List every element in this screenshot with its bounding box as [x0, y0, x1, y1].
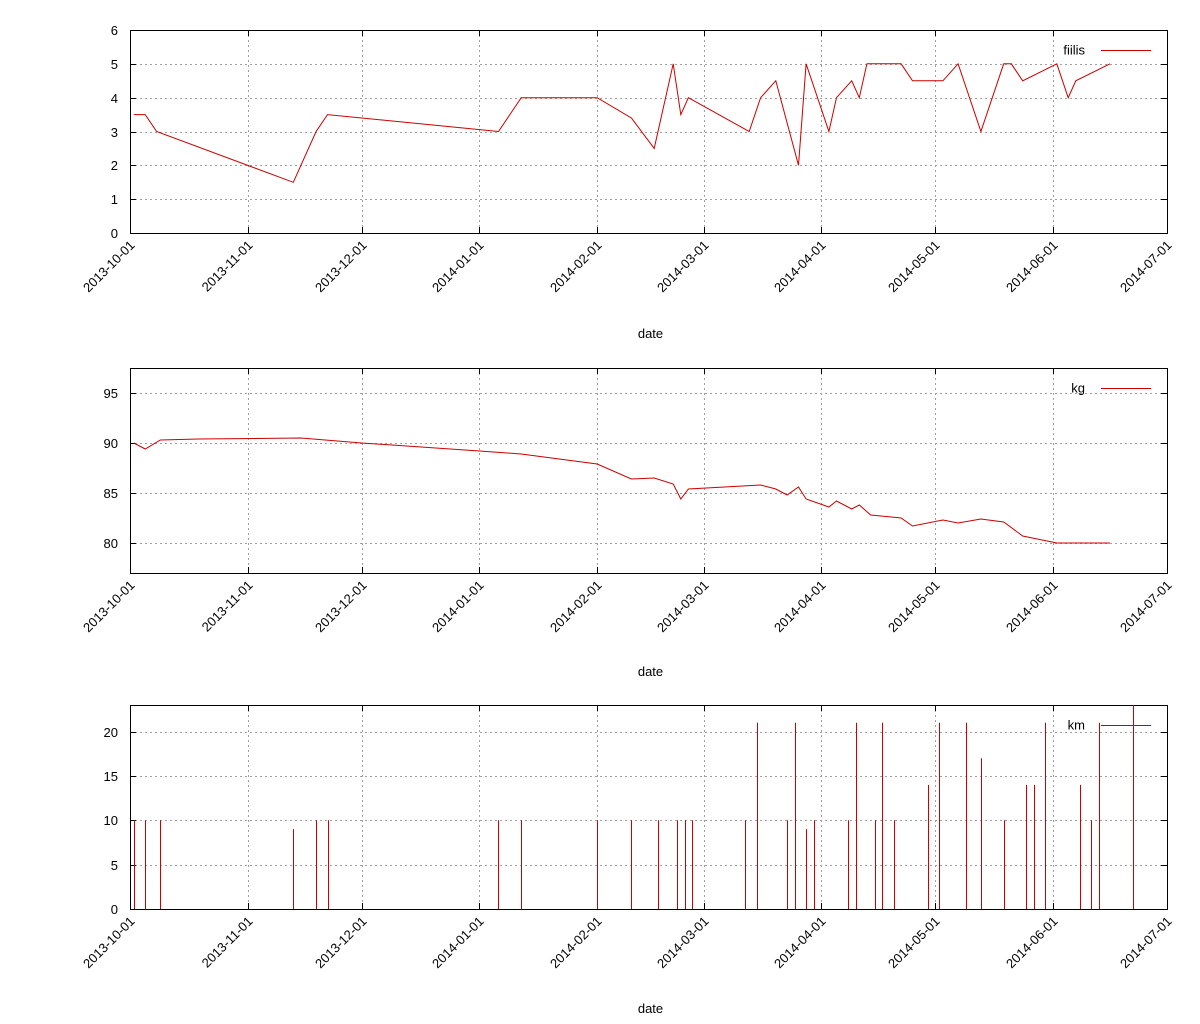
y-tick-label: 10	[104, 813, 118, 828]
x-axis-label: date	[638, 664, 663, 679]
x-tick-label: 2013-11-01	[199, 578, 256, 635]
y-tick-label: 4	[111, 91, 118, 106]
plot-frame	[130, 705, 1168, 910]
x-tick-label: 2013-10-01	[80, 914, 138, 972]
x-tick-label: 2014-07-01	[1117, 578, 1175, 636]
x-tick-label: 2014-05-01	[885, 238, 943, 296]
x-tick-label: 2014-06-01	[1003, 238, 1061, 296]
y-tick-label: 95	[104, 386, 118, 401]
x-tick-label: 2014-07-01	[1117, 238, 1175, 296]
fiilis-series-line	[133, 62, 1111, 183]
x-tick-label: 2014-02-01	[547, 238, 605, 296]
x-tick-label: 2013-12-01	[312, 914, 370, 972]
x-tick-label: 2013-10-01	[80, 578, 138, 636]
x-tick-label: 2014-04-01	[771, 578, 829, 636]
x-tick-label: 2014-04-01	[771, 238, 829, 296]
x-tick-label: 2014-01-01	[429, 238, 487, 296]
x-tick-label: 2014-05-01	[885, 914, 943, 972]
x-tick-label: 2013-11-01	[199, 914, 256, 971]
y-tick-label: 2	[111, 158, 118, 173]
x-tick-label: 2014-05-01	[885, 578, 943, 636]
y-tick-label: 80	[104, 536, 118, 551]
x-tick-label: 2014-06-01	[1003, 914, 1061, 972]
x-tick-label: 2014-02-01	[547, 578, 605, 636]
x-tick-label: 2014-03-01	[654, 578, 712, 636]
x-tick-label: 2014-03-01	[654, 914, 712, 972]
x-tick-label: 2014-03-01	[654, 238, 712, 296]
y-tick-label: 15	[104, 769, 118, 784]
x-tick-label: 2013-12-01	[312, 578, 370, 636]
y-tick-label: 0	[111, 226, 118, 241]
plot-frame	[130, 368, 1168, 574]
legend-label: fiilis	[1063, 43, 1085, 58]
y-tick-label: 0	[111, 902, 118, 917]
y-tick-label: 5	[111, 57, 118, 72]
x-tick-label: 2014-04-01	[771, 914, 829, 972]
x-tick-label: 2013-11-01	[199, 238, 256, 295]
x-axis-label: date	[638, 326, 663, 341]
x-axis-label: date	[638, 1001, 663, 1016]
x-tick-label: 2014-06-01	[1003, 578, 1061, 636]
y-tick-label: 5	[111, 858, 118, 873]
x-tick-label: 2014-07-01	[1117, 914, 1175, 972]
x-tick-label: 2013-12-01	[312, 238, 370, 296]
kg-chart: 80 85 90 95 2013-10-01 2013-11-01 2013-12-01 20…	[80, 368, 1175, 679]
kg-series-line	[133, 437, 1110, 544]
km-chart: 0 5 10 15 20 2013-10-01 2013-11-01 2013-12-01 20…	[80, 705, 1175, 1016]
fiilis-chart: 0 1 2 3 4 5 6 2013-10-01 2013-11-01 2013-12-01 201…	[80, 23, 1175, 341]
x-tick-label: 2013-10-01	[80, 238, 138, 296]
x-tick-label: 2014-01-01	[429, 578, 487, 636]
x-tick-label: 2014-02-01	[547, 914, 605, 972]
legend-label: kg	[1071, 381, 1085, 396]
y-tick-label: 90	[104, 436, 118, 451]
y-tick-label: 6	[111, 23, 118, 38]
y-tick-label: 3	[111, 125, 118, 140]
y-tick-label: 20	[104, 725, 118, 740]
y-tick-label: 85	[104, 486, 118, 501]
y-tick-label: 1	[111, 192, 118, 207]
x-tick-label: 2014-01-01	[429, 914, 487, 972]
legend-label: km	[1068, 718, 1085, 733]
